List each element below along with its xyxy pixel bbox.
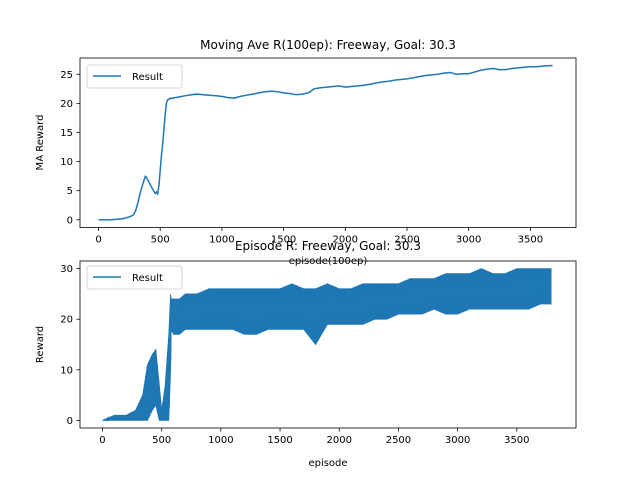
x-axis-label: episode(100ep) bbox=[289, 256, 368, 267]
x-tick-label: 500 bbox=[152, 435, 171, 446]
x-tick-label: 0 bbox=[99, 435, 105, 446]
legend-box bbox=[86, 265, 183, 290]
series-line-result bbox=[102, 268, 552, 423]
x-axis-ticks: 0 500 1000 1500 2000 2500 3000 3500 bbox=[95, 227, 543, 246]
plot-area bbox=[79, 57, 577, 228]
x-tick-label: 2000 bbox=[327, 435, 352, 446]
y-tick-label: 15 bbox=[60, 128, 73, 139]
legend-entry-result: Result bbox=[132, 72, 163, 83]
x-tick-label: 500 bbox=[151, 235, 170, 246]
y-tick-label: 0 bbox=[67, 215, 73, 226]
chart-title: Moving Ave R(100ep): Freeway, Goal: 30.3 bbox=[200, 38, 456, 52]
x-tick-label: 3500 bbox=[518, 235, 543, 246]
x-tick-label: 3000 bbox=[445, 435, 470, 446]
y-tick-label: 20 bbox=[60, 315, 73, 326]
y-tick-label: 20 bbox=[60, 99, 73, 110]
y-tick-label: 5 bbox=[67, 186, 73, 197]
moving-average-chart: Moving Ave R(100ep): Freeway, Goal: 30.3… bbox=[35, 38, 577, 267]
legend: Result bbox=[86, 265, 183, 290]
episode-reward-chart: Episode R: Freeway, Goal: 30.3 0 500 1000 1… bbox=[35, 239, 577, 469]
y-tick-label: 10 bbox=[60, 157, 73, 168]
legend-entry-result: Result bbox=[132, 273, 163, 284]
y-axis-ticks: 0 10 20 30 bbox=[60, 264, 80, 427]
legend: Result bbox=[86, 64, 183, 89]
y-axis-label: Reward bbox=[35, 326, 46, 363]
y-tick-label: 25 bbox=[60, 70, 73, 81]
x-axis-ticks: 0 500 1000 1500 2000 2500 3000 3500 bbox=[99, 428, 530, 446]
x-tick-label: 2000 bbox=[333, 235, 358, 246]
x-tick-label: 0 bbox=[95, 235, 101, 246]
y-axis-label: MA Reward bbox=[35, 115, 46, 171]
plot-area bbox=[79, 260, 577, 429]
x-tick-label: 1500 bbox=[271, 235, 296, 246]
x-tick-label: 3000 bbox=[456, 235, 481, 246]
x-tick-label: 1000 bbox=[209, 235, 234, 246]
x-axis-label: episode bbox=[308, 458, 347, 469]
chart-title: Episode R: Freeway, Goal: 30.3 bbox=[235, 239, 421, 253]
x-tick-label: 2500 bbox=[394, 235, 419, 246]
y-tick-label: 30 bbox=[60, 264, 73, 275]
legend-box bbox=[86, 64, 183, 89]
y-tick-label: 0 bbox=[67, 416, 73, 427]
series-line-result bbox=[98, 64, 553, 221]
x-tick-label: 2500 bbox=[386, 435, 411, 446]
x-tick-label: 1500 bbox=[267, 435, 292, 446]
x-tick-label: 1000 bbox=[208, 435, 233, 446]
y-tick-label: 10 bbox=[60, 365, 73, 376]
y-axis-ticks: 0 5 10 15 20 25 bbox=[60, 70, 80, 226]
x-tick-label: 3500 bbox=[504, 435, 529, 446]
